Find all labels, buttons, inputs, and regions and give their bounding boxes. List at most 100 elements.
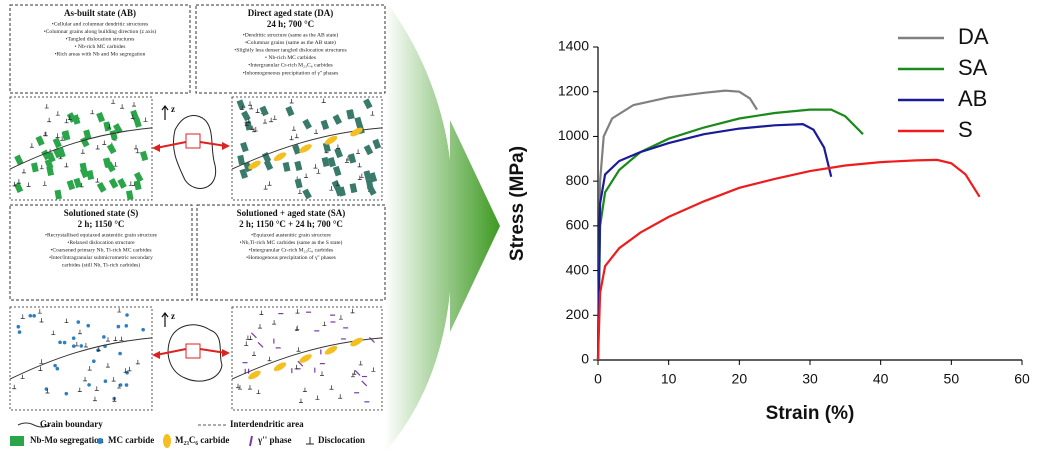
segregation xyxy=(285,105,295,117)
dislocation xyxy=(370,111,375,116)
state-feature: •Homogenous precipitation of γ'' phases xyxy=(246,254,336,261)
legend-label: AB xyxy=(958,86,987,111)
legend-label: SA xyxy=(958,55,988,80)
dislocation xyxy=(90,109,95,115)
dislocation xyxy=(295,309,300,314)
segregation xyxy=(61,130,70,141)
mc-carbide xyxy=(124,324,129,328)
dislocation xyxy=(322,321,327,326)
zoom-arrow xyxy=(155,141,187,149)
segregation xyxy=(108,177,119,189)
segregation xyxy=(302,118,312,130)
dislocation xyxy=(289,99,294,104)
state-feature: carbides (still Nb, Ti-rich carbides) xyxy=(62,262,141,269)
legend-label: MC carbide xyxy=(108,435,154,445)
dislocation xyxy=(371,367,376,372)
dislocation xyxy=(47,117,52,123)
x-tick-label: 50 xyxy=(944,371,960,387)
mc-carbide xyxy=(32,314,36,318)
state-feature: • Nb-rich MC carbides xyxy=(265,55,316,61)
dislocation xyxy=(60,136,65,141)
dislocation xyxy=(131,102,136,107)
zoom-arrow-head xyxy=(222,142,230,150)
segregation xyxy=(236,99,246,110)
mc-carbide xyxy=(28,313,33,318)
legend-label: Nb-Mo segregation xyxy=(30,435,104,445)
dislocation xyxy=(250,125,255,130)
mc-carbide xyxy=(116,324,121,329)
dislocation xyxy=(316,169,321,174)
dislocation xyxy=(314,129,319,134)
dislocation xyxy=(111,377,116,382)
grain-sketch xyxy=(167,324,223,382)
m23c6-carbide xyxy=(248,160,261,170)
zoom-arrow xyxy=(199,141,227,147)
y-tick-label: 400 xyxy=(566,261,590,277)
mc-carbide xyxy=(53,363,57,368)
series-line xyxy=(596,158,981,361)
segregation xyxy=(54,189,63,200)
dislocation xyxy=(20,314,25,319)
state-title: Solutioned + aged state (SA) xyxy=(237,208,346,218)
z-arrow xyxy=(161,312,169,327)
segregation xyxy=(240,141,249,153)
dislocation xyxy=(304,173,309,178)
gamma-phase xyxy=(297,360,304,367)
state-feature: •Inter/Intragranular submicrometric seco… xyxy=(49,255,153,261)
segregation xyxy=(363,144,374,156)
dislocation xyxy=(74,341,79,347)
dislocation xyxy=(294,326,299,332)
dislocation xyxy=(55,133,60,138)
mc-carbide xyxy=(16,324,21,329)
legend-swatch xyxy=(249,435,253,447)
legend-swatch xyxy=(163,434,171,448)
state-feature: •Columnar grains (same as the AB state) xyxy=(245,39,336,46)
x-tick-label: 0 xyxy=(594,371,602,387)
dislocation xyxy=(51,330,56,336)
segregation xyxy=(332,114,343,125)
segregation xyxy=(112,123,123,134)
segregation xyxy=(241,110,251,122)
dislocation xyxy=(338,394,343,399)
dislocation xyxy=(77,329,82,335)
dislocation xyxy=(64,118,69,124)
dislocation xyxy=(39,164,44,170)
dislocation xyxy=(244,341,249,346)
dislocation xyxy=(43,131,48,137)
dislocation xyxy=(359,173,364,178)
y-tick-label: 0 xyxy=(581,351,589,367)
segregation xyxy=(133,171,144,183)
state-conditions: 24 h; 700 °C xyxy=(267,19,314,29)
legend-swatch xyxy=(10,436,24,446)
segregation xyxy=(372,138,382,150)
segregation xyxy=(294,160,303,172)
dislocation xyxy=(38,366,43,371)
z-label: z xyxy=(171,311,175,321)
state-conditions: 2 h; 1150 °C xyxy=(78,219,125,229)
dislocation xyxy=(113,336,118,341)
grain-sketch xyxy=(172,115,217,189)
dislocation xyxy=(356,149,361,154)
segregation xyxy=(332,165,342,177)
dislocation xyxy=(236,383,241,389)
y-tick-label: 200 xyxy=(566,306,590,322)
segregation xyxy=(321,156,330,168)
segregation xyxy=(334,185,344,197)
zoom-box xyxy=(185,133,201,149)
segregation xyxy=(52,147,63,159)
dislocation xyxy=(344,158,349,163)
state-feature: •Intergranular Cr-rich M₂₃C₆ carbides xyxy=(248,63,332,69)
state-feature: •Columnar grains along building directio… xyxy=(44,28,157,35)
dislocation xyxy=(272,320,277,325)
y-tick-label: 1400 xyxy=(558,38,589,54)
m23c6-carbide xyxy=(324,135,338,145)
dislocation xyxy=(267,356,272,362)
state-feature: •Relaxed dislocation structure xyxy=(67,240,135,246)
dislocation xyxy=(259,310,264,315)
mc-carbide xyxy=(71,336,76,340)
dislocation xyxy=(244,121,249,126)
dislocation xyxy=(294,133,299,139)
dislocation xyxy=(358,360,363,366)
segregation xyxy=(347,109,355,120)
dislocation xyxy=(296,347,301,352)
